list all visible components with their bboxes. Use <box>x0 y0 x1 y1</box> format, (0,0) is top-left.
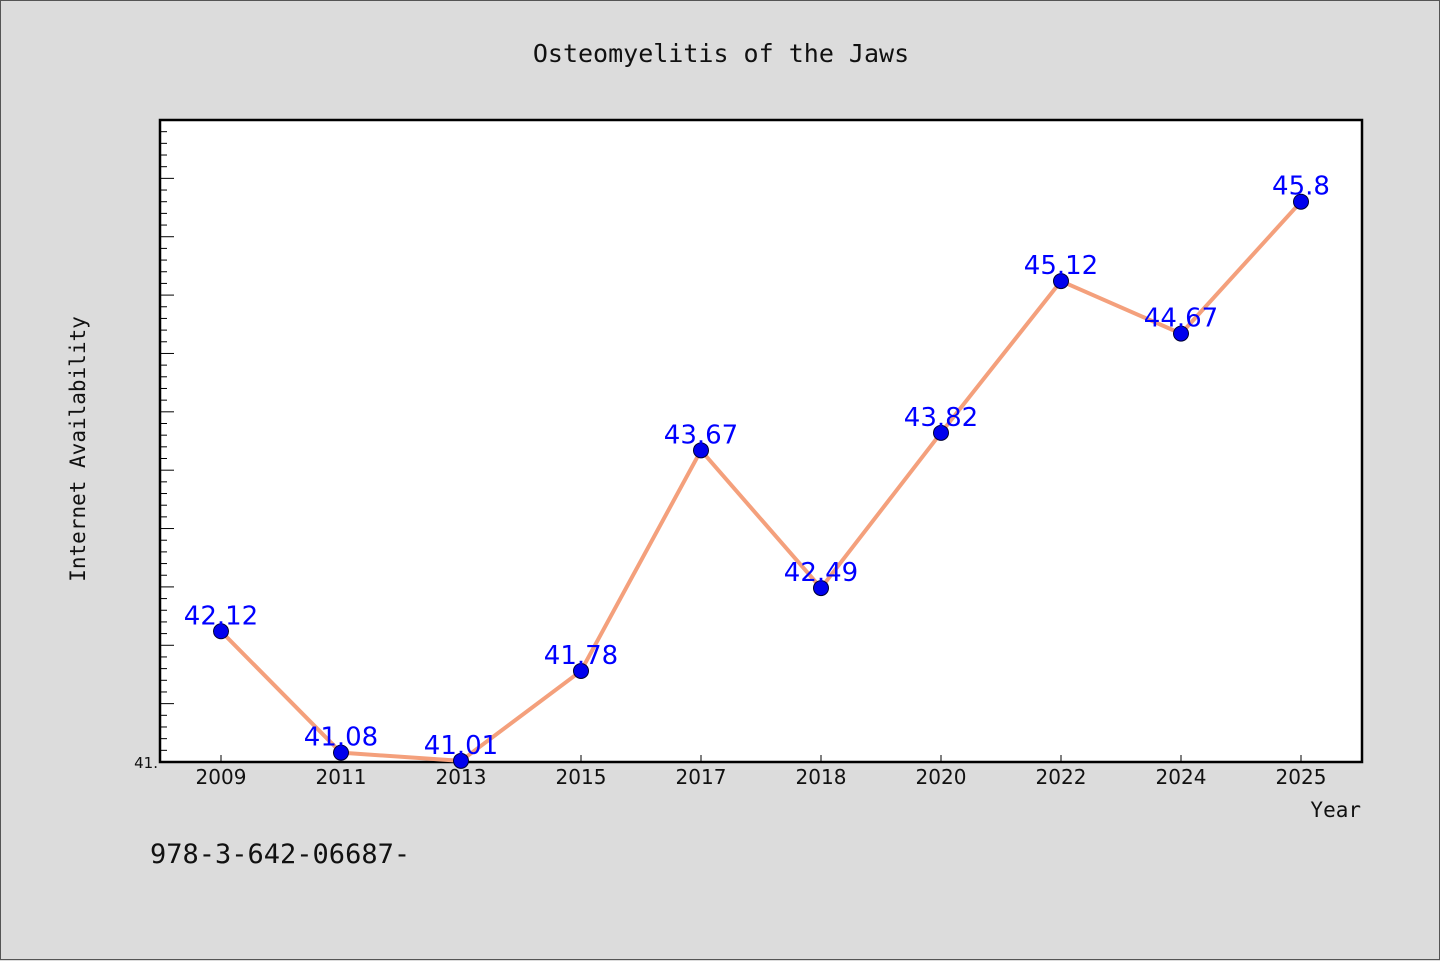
data-label: 45.8 <box>1272 172 1330 202</box>
x-tick-label: 2024 <box>1156 765 1207 789</box>
data-label: 41.78 <box>544 641 618 671</box>
data-label: 42.12 <box>184 601 258 631</box>
x-tick-label: 2009 <box>196 765 247 789</box>
y-tick-label: 41. <box>134 754 158 772</box>
y-axis-tick-labels: 41. <box>134 754 158 772</box>
data-point-marker <box>573 662 589 679</box>
x-tick-label: 2013 <box>436 765 487 789</box>
x-axis-tick-labels: 2009 2011 2013 2015 2017 2018 2020 2022 2024 2025 <box>196 765 1327 789</box>
x-tick-label: 2011 <box>316 765 367 789</box>
data-label: 42.49 <box>784 558 858 588</box>
data-point-marker <box>453 752 469 769</box>
data-point-marker <box>333 744 349 761</box>
isbn-annotation: 978-3-642-06687- <box>150 839 410 870</box>
x-tick-label: 2025 <box>1276 765 1327 789</box>
data-markers <box>213 193 1309 769</box>
data-label: 43.67 <box>664 420 738 450</box>
x-axis-label: Year <box>1310 798 1361 822</box>
x-axis-ticks <box>220 755 1302 762</box>
plot-area <box>158 118 1364 764</box>
data-point-marker <box>1053 273 1069 290</box>
x-tick-label: 2018 <box>796 765 847 789</box>
y-axis-label: Internet Availability <box>66 316 90 582</box>
data-label: 45.12 <box>1024 251 1098 281</box>
chart-title: Osteomyelitis of the Jaws <box>533 39 909 68</box>
x-tick-label: 2022 <box>1036 765 1087 789</box>
x-tick-label: 2017 <box>676 765 727 789</box>
data-point-marker <box>1293 193 1309 210</box>
data-label: 44.67 <box>1144 304 1218 334</box>
x-tick-label: 2015 <box>556 765 607 789</box>
series-line <box>219 199 1303 763</box>
data-point-marker <box>813 580 829 597</box>
data-point-marker <box>213 623 229 640</box>
data-point-marker <box>933 424 949 441</box>
data-label: 41.08 <box>304 723 378 753</box>
data-labels: 42.12 41.08 41.01 41.78 43.67 42.49 43.82 45.12… <box>184 172 1330 761</box>
x-tick-label: 2020 <box>916 765 967 789</box>
data-point-marker <box>1173 325 1189 342</box>
data-label: 41.01 <box>424 731 498 761</box>
y-axis-ticks <box>160 119 174 763</box>
data-label: 43.82 <box>904 403 978 433</box>
data-point-marker <box>693 442 709 459</box>
